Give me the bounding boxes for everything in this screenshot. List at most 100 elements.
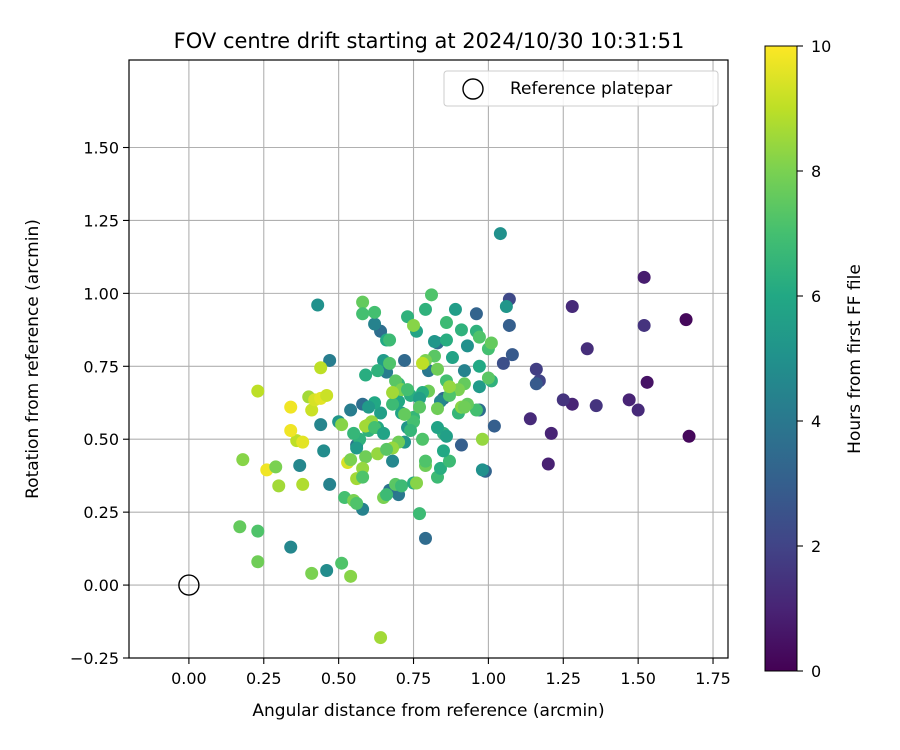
y-tick-label: 0.75 <box>83 357 119 376</box>
data-point <box>481 371 495 385</box>
data-point <box>356 295 370 309</box>
data-point <box>430 402 444 416</box>
data-point <box>305 566 319 580</box>
x-tick-label: 0.00 <box>171 669 207 688</box>
data-point <box>622 393 636 407</box>
data-point <box>377 426 391 440</box>
data-point <box>413 400 427 414</box>
data-point <box>448 302 462 316</box>
data-point <box>454 323 468 337</box>
data-point <box>433 461 447 475</box>
data-point <box>311 298 325 312</box>
data-point <box>472 359 486 373</box>
data-point <box>401 383 415 397</box>
data-point <box>589 399 603 413</box>
data-point <box>457 364 471 378</box>
data-point <box>541 457 555 471</box>
data-point <box>631 403 645 417</box>
data-point <box>529 377 543 391</box>
data-point <box>556 393 570 407</box>
legend-reference-marker <box>462 78 484 100</box>
data-point <box>580 342 594 356</box>
x-tick-label: 0.75 <box>396 669 432 688</box>
data-point <box>430 421 444 435</box>
data-point <box>410 476 424 490</box>
plot-frame <box>128 59 729 659</box>
data-point <box>383 356 397 370</box>
data-point <box>416 356 430 370</box>
data-point <box>637 318 651 332</box>
x-tick-label: 1.25 <box>545 669 581 688</box>
x-tick-label: 0.25 <box>246 669 282 688</box>
data-point <box>404 423 418 437</box>
data-point <box>350 441 364 455</box>
data-point <box>251 524 265 538</box>
data-point <box>416 432 430 446</box>
y-tick-label: 0.25 <box>83 503 119 522</box>
colorbar <box>764 45 798 672</box>
data-point <box>640 375 654 389</box>
data-point <box>284 423 298 437</box>
data-point <box>335 556 349 570</box>
data-point <box>374 406 388 420</box>
x-axis-ticks: 0.00 0.25 0.50 0.75 1.00 1.25 1.50 1.75 <box>171 658 731 688</box>
data-point <box>493 227 507 241</box>
data-point <box>505 348 519 362</box>
colorbar-tick-label: 4 <box>811 412 821 431</box>
data-point <box>296 477 310 491</box>
data-point <box>323 477 337 491</box>
data-point <box>442 454 456 468</box>
data-point <box>386 386 400 400</box>
data-point <box>413 507 427 521</box>
data-point <box>344 569 358 583</box>
data-point <box>457 400 471 414</box>
scatter-points <box>233 227 696 645</box>
x-tick-label: 1.00 <box>471 669 507 688</box>
data-point <box>430 362 444 376</box>
data-point <box>529 362 543 376</box>
data-point <box>233 520 247 534</box>
data-point <box>320 388 334 402</box>
data-point <box>359 368 373 382</box>
data-point <box>475 432 489 446</box>
data-point <box>359 450 373 464</box>
data-point <box>374 631 388 645</box>
data-point <box>419 302 432 316</box>
data-point <box>637 270 651 284</box>
data-point <box>236 453 250 467</box>
data-point <box>368 305 382 319</box>
data-point <box>407 318 421 332</box>
data-point <box>386 397 400 411</box>
x-axis-label: Angular distance from reference (arcmin) <box>252 701 604 721</box>
data-point <box>472 330 486 344</box>
reference-platepar-marker <box>178 574 200 596</box>
y-tick-label: 1.00 <box>83 284 119 303</box>
colorbar-tick-label: 6 <box>811 287 821 306</box>
data-point <box>460 339 474 353</box>
data-point <box>344 403 358 417</box>
data-point <box>445 351 459 365</box>
data-point <box>682 429 696 443</box>
data-point <box>439 333 453 347</box>
data-point <box>487 419 501 433</box>
data-point <box>362 400 376 414</box>
data-point <box>350 496 364 510</box>
data-point <box>323 353 337 367</box>
data-point <box>419 454 432 468</box>
data-point <box>305 403 319 417</box>
data-point <box>469 307 483 321</box>
data-point <box>272 479 286 493</box>
data-point <box>419 531 432 545</box>
data-point <box>496 356 510 370</box>
data-point <box>439 316 453 330</box>
colorbar-tick-label: 0 <box>811 662 821 681</box>
reference-point-layer <box>178 574 200 596</box>
data-point <box>395 479 409 493</box>
y-axis-label: Rotation from reference (arcmin) <box>23 219 43 499</box>
data-point <box>356 470 370 484</box>
data-point <box>425 288 438 302</box>
data-point <box>484 336 498 350</box>
data-point <box>314 361 328 375</box>
y-tick-label: −0.25 <box>70 649 119 668</box>
